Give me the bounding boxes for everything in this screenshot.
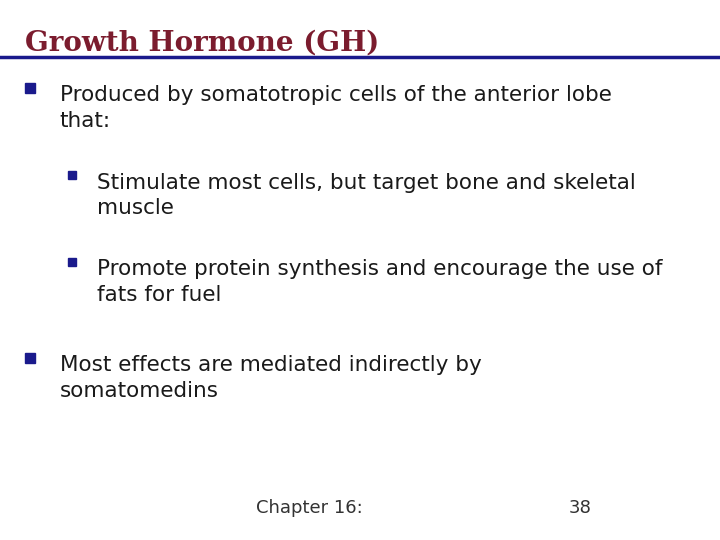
Bar — [25, 83, 35, 93]
Text: Produced by somatotropic cells of the anterior lobe
that:: Produced by somatotropic cells of the an… — [60, 85, 611, 131]
Text: Most effects are mediated indirectly by
somatomedins: Most effects are mediated indirectly by … — [60, 355, 482, 401]
Text: 38: 38 — [569, 500, 592, 517]
Text: Promote protein synthesis and encourage the use of
fats for fuel: Promote protein synthesis and encourage … — [97, 259, 662, 305]
Bar — [68, 258, 76, 266]
Text: Stimulate most cells, but target bone and skeletal
muscle: Stimulate most cells, but target bone an… — [97, 173, 636, 218]
Bar — [25, 353, 35, 363]
Bar — [68, 171, 76, 179]
Text: Growth Hormone (GH): Growth Hormone (GH) — [25, 30, 379, 57]
Text: Chapter 16:: Chapter 16: — [256, 500, 362, 517]
